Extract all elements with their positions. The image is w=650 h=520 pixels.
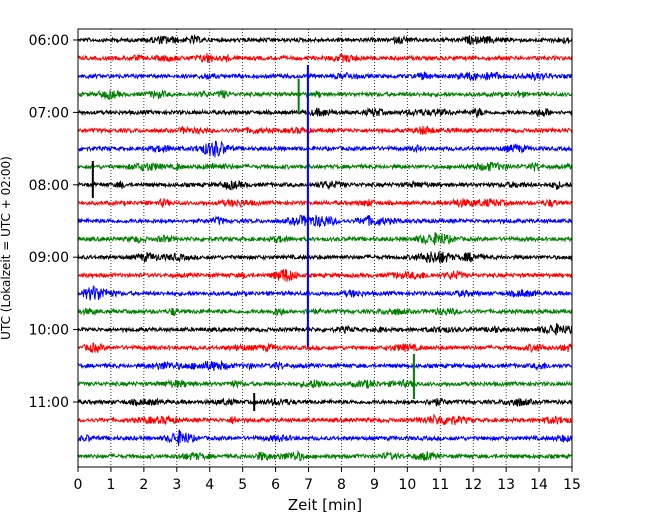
y-tick-label-3: 09:00	[29, 250, 69, 266]
y-axis-label: UTC (Lokalzeit = UTC + 02:00)	[0, 156, 13, 340]
x-tick-label-4: 4	[205, 477, 214, 493]
x-tick-label-14: 14	[530, 477, 548, 493]
y-tick-label-1: 07:00	[29, 105, 69, 121]
x-tick-label-2: 2	[139, 477, 148, 493]
trace-row-19	[77, 378, 573, 389]
trace-row-11	[77, 232, 573, 246]
trace-row-21	[77, 413, 573, 426]
x-tick-label-1: 1	[106, 477, 115, 493]
x-axis-ticks: 0 1 2 3 4 5 6 7 8 9 10 11 12 13 14 15	[74, 467, 581, 493]
trace-row-0	[77, 33, 573, 46]
trace-row-4	[77, 106, 573, 119]
trace-row-14	[77, 285, 573, 301]
x-tick-label-9: 9	[370, 477, 379, 493]
trace-row-1	[77, 53, 573, 64]
trace-row-16	[77, 323, 573, 336]
x-tick-label-11: 11	[431, 477, 449, 493]
trace-row-15	[77, 306, 573, 318]
x-tick-label-8: 8	[337, 477, 346, 493]
plot-frame	[77, 28, 573, 468]
x-tick-label-5: 5	[238, 477, 247, 493]
x-tick-label-13: 13	[497, 477, 515, 493]
x-tick-label-12: 12	[464, 477, 482, 493]
traces	[77, 33, 573, 462]
events	[91, 65, 415, 411]
x-tick-label-7: 7	[304, 477, 313, 493]
trace-row-9	[77, 197, 573, 209]
trace-row-5	[77, 125, 573, 136]
y-tick-label-2: 08:00	[29, 178, 69, 194]
trace-row-7	[77, 161, 573, 172]
trace-row-17	[77, 342, 573, 354]
trace-row-8	[77, 179, 573, 191]
plot-area	[78, 29, 572, 467]
x-tick-label-3: 3	[172, 477, 181, 493]
trace-row-12	[77, 250, 573, 264]
trace-row-20	[77, 397, 573, 407]
x-tick-label-15: 15	[563, 477, 581, 493]
trace-row-6	[77, 140, 573, 158]
x-axis-label: Zeit [min]	[288, 496, 362, 514]
y-tick-label-0: 06:00	[29, 33, 69, 49]
x-tick-label-0: 0	[74, 477, 83, 493]
y-axis-ticks: 06:00 07:00 08:00 09:00 10:00 11:00	[29, 33, 78, 411]
x-tick-label-10: 10	[398, 477, 416, 493]
y-tick-label-4: 10:00	[29, 323, 69, 339]
trace-row-23	[77, 449, 573, 462]
trace-row-2	[77, 71, 573, 82]
trace-row-3	[77, 88, 573, 101]
trace-row-10	[77, 214, 573, 228]
trace-row-18	[77, 359, 573, 372]
y-tick-label-5: 11:00	[29, 395, 69, 411]
trace-row-13	[77, 269, 573, 282]
trace-row-22	[77, 429, 573, 446]
x-tick-label-6: 6	[271, 477, 280, 493]
